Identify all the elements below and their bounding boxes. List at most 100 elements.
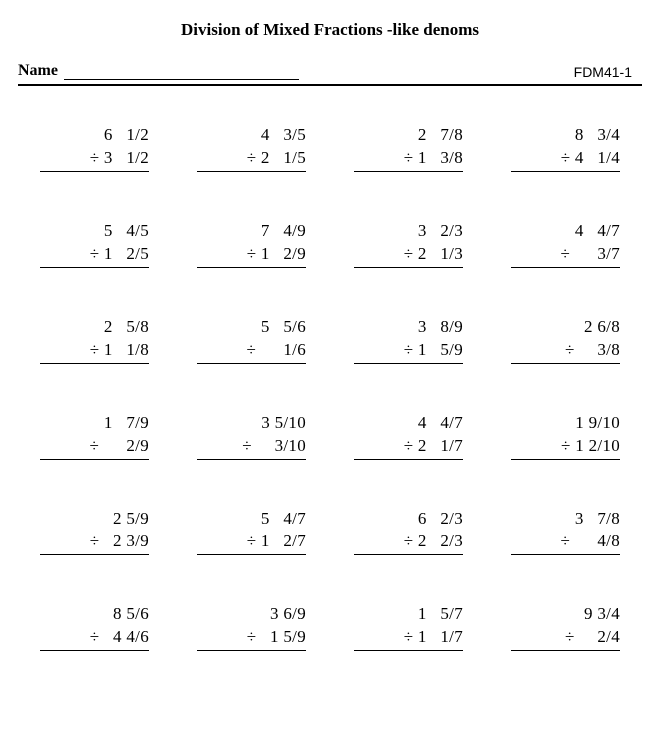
problem-top: 4 4/7	[418, 412, 463, 435]
problem-rule	[40, 363, 149, 364]
problem-top: 3 8/9	[418, 316, 463, 339]
problem-rule	[354, 267, 463, 268]
name-label: Name	[18, 62, 58, 80]
problem-top: 5 5/6	[261, 316, 306, 339]
problem-bottom: ÷ 1 1/7	[404, 626, 463, 649]
problem: 6 1/2÷ 3 1/2	[40, 124, 149, 172]
problem-bottom: ÷ 2 1/3	[404, 243, 463, 266]
problem: 3 8/9÷ 1 5/9	[354, 316, 463, 364]
problem-bottom: ÷ 1 2/7	[247, 530, 306, 553]
problem: 2 6/8÷ 3/8	[511, 316, 620, 364]
problem-rule	[511, 459, 620, 460]
problem-bottom: ÷ 2/4	[565, 626, 620, 649]
problem: 2 7/8÷ 1 3/8	[354, 124, 463, 172]
problem-bottom: ÷ 2 2/3	[404, 530, 463, 553]
problem: 5 4/5÷ 1 2/5	[40, 220, 149, 268]
problem-bottom: ÷ 1 2/5	[90, 243, 149, 266]
problem-top: 4 3/5	[261, 124, 306, 147]
problem: 3 7/8÷ 4/8	[511, 508, 620, 556]
problem: 5 4/7÷ 1 2/7	[197, 508, 306, 556]
problem: 9 3/4÷ 2/4	[511, 603, 620, 651]
problem-rule	[354, 554, 463, 555]
problem: 4 3/5÷ 2 1/5	[197, 124, 306, 172]
problem: 2 5/9÷ 2 3/9	[40, 508, 149, 556]
problem-bottom: ÷ 2 3/9	[90, 530, 149, 553]
problem-bottom: ÷ 2/9	[89, 435, 149, 458]
problem: 1 9/10÷ 1 2/10	[511, 412, 620, 460]
header-row: Name FDM41-1	[18, 62, 642, 86]
problem-rule	[40, 650, 149, 651]
problem-rule	[197, 554, 306, 555]
problem-bottom: ÷ 3/8	[565, 339, 620, 362]
problem-rule	[354, 363, 463, 364]
problem-top: 2 7/8	[418, 124, 463, 147]
problem-bottom: ÷ 2 1/5	[247, 147, 306, 170]
problem-rule	[197, 267, 306, 268]
problem: 4 4/7÷ 2 1/7	[354, 412, 463, 460]
problem-top: 7 4/9	[261, 220, 306, 243]
problem-bottom: ÷ 1 5/9	[404, 339, 463, 362]
problem-top: 1 5/7	[418, 603, 463, 626]
problem-bottom: ÷ 1 2/10	[561, 435, 620, 458]
problem-rule	[40, 267, 149, 268]
problem-top: 5 4/5	[104, 220, 149, 243]
problems-grid: 6 1/2÷ 3 1/2 4 3/5÷ 2 1/5 2 7/8÷ 1 3/8 8 3/…	[18, 124, 642, 651]
problem-rule	[40, 459, 149, 460]
problem: 5 5/6÷ 1/6	[197, 316, 306, 364]
problem-bottom: ÷ 3/10	[242, 435, 306, 458]
problem: 1 7/9÷ 2/9	[40, 412, 149, 460]
problem-rule	[511, 171, 620, 172]
problem-rule	[354, 459, 463, 460]
problem: 8 5/6÷ 4 4/6	[40, 603, 149, 651]
problem-top: 6 1/2	[104, 124, 149, 147]
worksheet-code: FDM41-1	[574, 64, 642, 80]
problem-top: 3 6/9	[270, 603, 306, 626]
name-input-line[interactable]	[64, 64, 299, 80]
problem-bottom: ÷ 4 4/6	[90, 626, 149, 649]
problem-rule	[511, 554, 620, 555]
problem: 8 3/4÷ 4 1/4	[511, 124, 620, 172]
problem-top: 2 6/8	[584, 316, 620, 339]
problem-top: 6 2/3	[418, 508, 463, 531]
problem-top: 1 7/9	[104, 412, 149, 435]
problem-top: 3 2/3	[418, 220, 463, 243]
problem-rule	[197, 363, 306, 364]
problem: 1 5/7÷ 1 1/7	[354, 603, 463, 651]
problem-rule	[40, 554, 149, 555]
problem-top: 1 9/10	[575, 412, 620, 435]
problem-top: 2 5/8	[104, 316, 149, 339]
problem-bottom: ÷ 3/7	[560, 243, 620, 266]
problem: 3 2/3÷ 2 1/3	[354, 220, 463, 268]
problem: 7 4/9÷ 1 2/9	[197, 220, 306, 268]
problem-top: 8 5/6	[113, 603, 149, 626]
problem-top: 5 4/7	[261, 508, 306, 531]
problem: 6 2/3÷ 2 2/3	[354, 508, 463, 556]
problem-rule	[511, 363, 620, 364]
problem: 3 6/9÷ 1 5/9	[197, 603, 306, 651]
problem: 2 5/8÷ 1 1/8	[40, 316, 149, 364]
problem-top: 3 5/10	[261, 412, 306, 435]
problem-rule	[354, 171, 463, 172]
problem-bottom: ÷ 1/6	[246, 339, 306, 362]
problem-bottom: ÷ 1 1/8	[90, 339, 149, 362]
problem-bottom: ÷ 3 1/2	[90, 147, 149, 170]
problem-rule	[197, 459, 306, 460]
problem-top: 8 3/4	[575, 124, 620, 147]
problem-top: 9 3/4	[584, 603, 620, 626]
problem-rule	[197, 650, 306, 651]
problem-rule	[354, 650, 463, 651]
problem-bottom: ÷ 1 3/8	[404, 147, 463, 170]
problem-top: 2 5/9	[113, 508, 149, 531]
problem-bottom: ÷ 2 1/7	[404, 435, 463, 458]
page-title: Division of Mixed Fractions -like denoms	[18, 20, 642, 40]
problem-rule	[511, 650, 620, 651]
problem-rule	[197, 171, 306, 172]
problem-bottom: ÷ 1 2/9	[247, 243, 306, 266]
problem-bottom: ÷ 1 5/9	[247, 626, 306, 649]
problem: 3 5/10÷ 3/10	[197, 412, 306, 460]
problem-bottom: ÷ 4 1/4	[561, 147, 620, 170]
problem-top: 3 7/8	[575, 508, 620, 531]
problem: 4 4/7÷ 3/7	[511, 220, 620, 268]
problem-rule	[40, 171, 149, 172]
problem-rule	[511, 267, 620, 268]
